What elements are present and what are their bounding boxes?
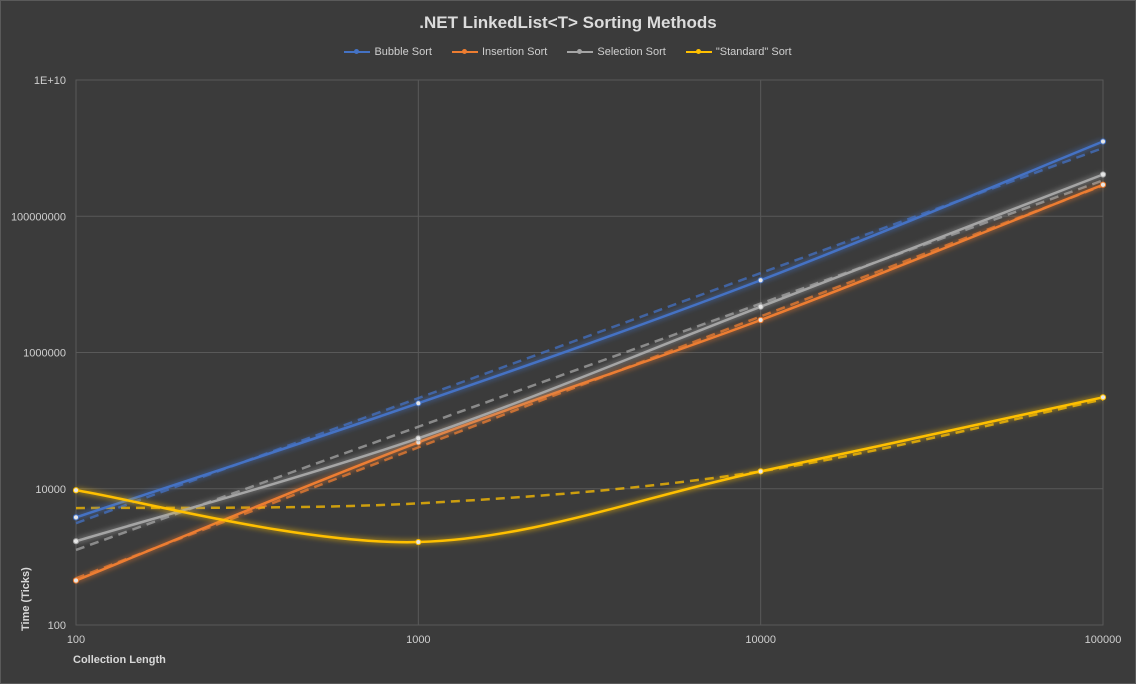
standard-sort-data-point [72, 487, 80, 494]
legend-item-standard-sort: "Standard" Sort [685, 46, 792, 58]
standard-sort-data-point [1099, 394, 1107, 401]
selection-sort-series-line [75, 173, 1104, 543]
legend-item-selection-sort: Selection Sort [567, 46, 666, 58]
legend-label: Bubble Sort [374, 46, 432, 58]
x-tick-label: 100 [67, 634, 85, 646]
y-tick-label: 1E+10 [34, 75, 66, 87]
bubble-sort-data-point [1099, 138, 1107, 145]
bubble-sort-data-point [415, 400, 422, 407]
bubble-sort-data-point [757, 277, 764, 284]
y-tick-label: 100000000 [11, 211, 66, 223]
legend-label: Insertion Sort [481, 46, 548, 58]
y-tick-label: 1000000 [23, 348, 66, 360]
standard-sort-data-point [415, 538, 422, 546]
legend-label: "Standard" Sort [715, 46, 792, 58]
legend-swatch [344, 49, 371, 54]
y-axis-title: Time (Ticks) [20, 567, 32, 631]
legend: Bubble Sort Insertion Sort Selection Sort "… [1, 46, 1135, 58]
legend-swatch [451, 49, 478, 54]
legend-item-bubble-sort: Bubble Sort [344, 46, 432, 58]
insertion-sort-data-point [72, 577, 80, 584]
selection-sort-data-point [757, 303, 764, 310]
x-axis-title: Collection Length [73, 654, 166, 666]
legend-swatch [567, 49, 594, 54]
legend-item-insertion-sort: Insertion Sort [451, 46, 548, 58]
bubble-sort-series-line [75, 140, 1104, 519]
bubble-sort-data-point [72, 514, 80, 521]
y-tick-label: 10000 [35, 484, 66, 496]
legend-label: Selection Sort [597, 46, 666, 58]
y-tick-label: 100 [48, 620, 66, 632]
selection-sort-trendline [75, 179, 1104, 552]
x-tick-label: 10000 [745, 634, 776, 646]
legend-swatch [685, 49, 712, 54]
insertion-sort-data-point [757, 316, 764, 324]
x-tick-label: 100000 [1085, 634, 1122, 646]
x-tick-label: 1000 [406, 634, 430, 646]
standard-sort-data-point [757, 468, 764, 475]
selection-sort-data-point [1099, 171, 1107, 178]
selection-sort-data-point [415, 435, 422, 442]
standard-sort-trendline [75, 398, 1104, 510]
standard-sort-series-line [75, 396, 1104, 544]
insertion-sort-data-point [1099, 181, 1107, 188]
chart-title: .NET LinkedList<T> Sorting Methods [419, 13, 717, 32]
insertion-sort-series-line [75, 183, 1104, 582]
selection-sort-data-point [72, 538, 80, 545]
